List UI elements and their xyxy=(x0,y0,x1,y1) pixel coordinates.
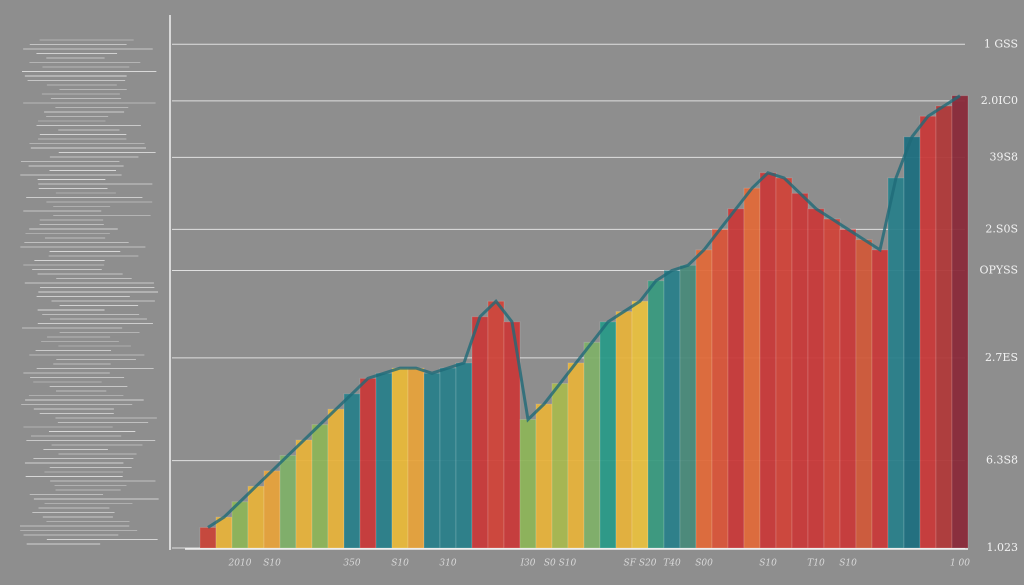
y-tick-label: 2.0IC0 xyxy=(981,94,1018,107)
bar xyxy=(455,362,473,549)
x-tick-label: S00 xyxy=(695,559,713,569)
bar xyxy=(583,341,601,549)
bar xyxy=(599,321,617,549)
x-tick-label: SF S20 xyxy=(624,559,657,569)
bar xyxy=(951,95,969,549)
bar xyxy=(727,208,745,549)
bar xyxy=(295,439,313,549)
x-tick-label: 350 xyxy=(343,559,360,569)
bar xyxy=(391,367,409,549)
bar xyxy=(647,280,665,549)
bar xyxy=(775,177,793,549)
bar xyxy=(663,269,681,549)
y-tick-label: 1 GSS xyxy=(984,37,1018,50)
x-tick-label: 1 00 xyxy=(950,559,970,569)
bar xyxy=(919,115,937,549)
bar xyxy=(343,393,361,549)
bar xyxy=(487,300,505,549)
x-tick-label: S10 xyxy=(759,559,777,569)
y-tick-label: OPYSS xyxy=(979,263,1018,276)
bar xyxy=(935,105,953,549)
bar xyxy=(839,228,857,549)
x-tick-label: S10 xyxy=(839,559,857,569)
bar xyxy=(199,526,217,549)
bar xyxy=(791,192,809,549)
bar xyxy=(615,311,633,549)
bar xyxy=(823,218,841,549)
x-tick-label: T10 xyxy=(807,559,825,569)
x-tick-label: 2010 xyxy=(228,559,252,569)
bar xyxy=(439,367,457,549)
bar xyxy=(631,300,649,549)
y-tick-label: 2.S0S xyxy=(985,222,1018,235)
bar xyxy=(759,172,777,549)
bar xyxy=(567,362,585,549)
bar xyxy=(871,249,889,549)
bar xyxy=(359,377,377,549)
bar xyxy=(263,470,281,549)
bar xyxy=(247,485,265,549)
y-tick-label: 2.7ES xyxy=(985,351,1018,364)
y-tick-label: 6.3S8 xyxy=(986,454,1018,467)
bar xyxy=(471,316,489,549)
bar xyxy=(711,228,729,549)
bar xyxy=(551,383,569,549)
bar xyxy=(375,372,393,549)
bar xyxy=(887,177,905,549)
bar xyxy=(679,264,697,549)
bar xyxy=(407,367,425,549)
bar xyxy=(311,424,329,549)
bar xyxy=(423,372,441,549)
bar xyxy=(535,403,553,549)
x-tick-label: 310 xyxy=(439,559,456,569)
bar xyxy=(743,187,761,549)
bar xyxy=(695,249,713,549)
bar xyxy=(855,239,873,549)
bar xyxy=(519,419,537,549)
bar xyxy=(807,208,825,549)
envelope-line xyxy=(207,94,961,529)
x-tick-label: S0 S10 xyxy=(544,559,577,569)
x-tick-label: S10 xyxy=(263,559,281,569)
decorative-lines xyxy=(20,39,159,545)
y-tick-label: 39S8 xyxy=(989,150,1018,163)
x-tick-label: S10 xyxy=(391,559,409,569)
bar xyxy=(279,454,297,549)
bar xyxy=(327,408,345,549)
x-tick-label: T40 xyxy=(663,559,681,569)
bar xyxy=(903,136,921,549)
x-tick-label: I30 xyxy=(519,559,535,569)
y-tick-label: 1.023 xyxy=(987,541,1019,554)
